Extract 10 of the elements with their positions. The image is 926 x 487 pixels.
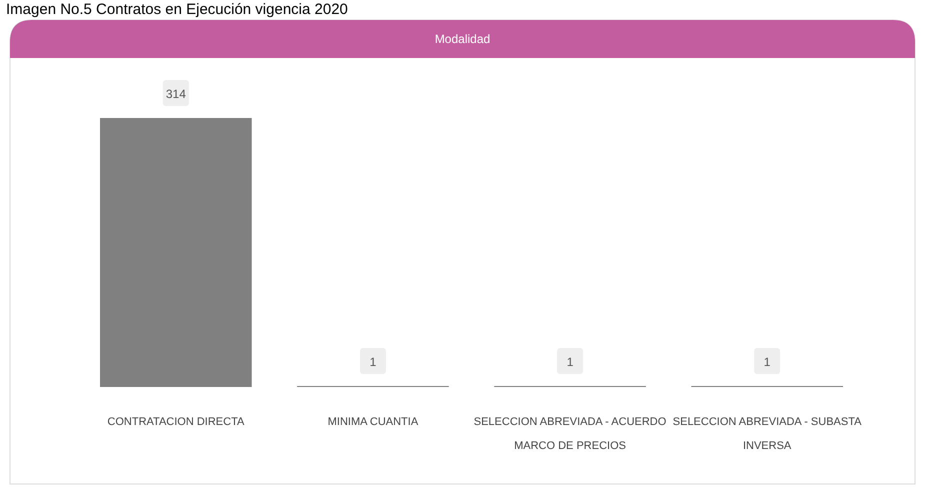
x-tick-label: SELECCION ABREVIADA - ACUERDO MARCO DE PRECIOS (474, 416, 667, 452)
x-tick-label: SELECCION ABREVIADA - SUBASTA INVERSA (672, 416, 862, 452)
x-tick-label: MINIMA CUANTIA (328, 416, 419, 428)
x-tick-label: CONTRATACION DIRECTA (107, 416, 245, 428)
data-label: 1 (370, 355, 377, 369)
chart-subtitle: Modalidad (434, 32, 490, 46)
data-label: 1 (566, 355, 574, 369)
data-label: 314 (166, 87, 186, 101)
chart-title: Imagen No.5 Contratos en Ejecución vigencia 2020 (6, 1, 348, 18)
data-label: 1 (764, 355, 771, 369)
